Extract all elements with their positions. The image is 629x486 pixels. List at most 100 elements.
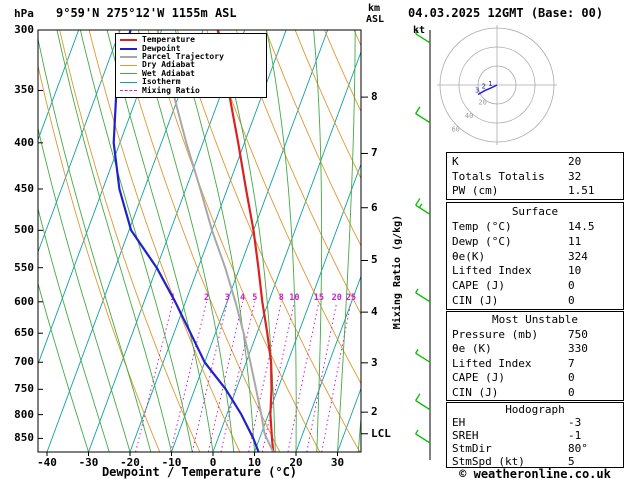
hodograph-indices-box: Hodograph EH -3 SREH -1 StmDir 80° StmSpd (… xyxy=(446,402,624,468)
mixing-ratio-label: 3 xyxy=(225,293,230,303)
table-row: CAPE (J) 0 xyxy=(447,279,623,292)
legend-line-sample xyxy=(120,64,137,66)
box-title-text: Surface xyxy=(511,204,559,218)
km-tick-label: 4 xyxy=(371,305,378,319)
isotherm-line xyxy=(254,162,361,452)
table-row: Temp (°C) 14.5 xyxy=(447,220,623,233)
lcl-label: LCL xyxy=(371,426,391,440)
isotherm-line xyxy=(38,30,163,366)
wet-adiabat-line xyxy=(106,30,214,452)
table-row: StmDir 80° xyxy=(447,442,623,455)
wet-adiabat-line xyxy=(38,126,131,452)
plot-area: 1 2 3 4 5 8 10 15 20 25 xyxy=(38,30,361,452)
table-row: Totals Totalis 32 xyxy=(447,170,623,183)
row-label: Lifted Index xyxy=(452,356,532,370)
mixing-ratio-line xyxy=(306,301,338,452)
row-label: Temp (°C) xyxy=(452,219,512,233)
temperature-tick-label: -40 xyxy=(37,456,57,469)
legend-line-sample xyxy=(120,73,137,75)
legend-item-label: Isotherm xyxy=(142,77,181,87)
wind-barb-full xyxy=(415,106,421,114)
row-label: PW (cm) xyxy=(452,184,499,198)
most-unstable-indices-box: Most Unstable Pressure (mb) 750 θe (K) 330… xyxy=(446,311,624,401)
wind-barb-half xyxy=(415,29,419,35)
legend-item: Parcel Trajectory xyxy=(120,51,262,61)
mixing-ratio-line xyxy=(261,301,295,452)
row-label: Pressure (mb) xyxy=(452,327,539,341)
row-value: 14.5 xyxy=(568,219,595,233)
km-tick-label: 5 xyxy=(371,253,378,267)
km-tick-label: 8 xyxy=(371,90,378,104)
temperature-tick-label: -20 xyxy=(120,456,140,469)
row-label: CAPE (J) xyxy=(452,371,505,385)
mixing-ratio-line xyxy=(135,301,174,452)
pressure-tick-label: 750 xyxy=(14,382,34,396)
table-row: θe (K) 330 xyxy=(447,342,623,355)
row-value: 80° xyxy=(568,442,588,455)
row-value: 330 xyxy=(568,342,588,356)
pressure-tick-label: 500 xyxy=(14,223,34,237)
hodograph-ring-label: 20 xyxy=(478,98,486,106)
legend-item: Dry Adiabat xyxy=(120,61,262,69)
row-value: 0 xyxy=(568,294,575,308)
row-label: CAPE (J) xyxy=(452,279,505,293)
temperature-tick-label: -10 xyxy=(161,456,182,469)
hodograph-ring xyxy=(458,46,536,124)
legend-item-label: Mixing Ratio xyxy=(142,85,200,95)
hodograph-ring xyxy=(439,27,555,143)
legend-item-label: Wet Adiabat xyxy=(142,68,195,78)
legend-line-sample xyxy=(120,47,137,50)
table-row: StmSpd (kt) 5 xyxy=(447,455,623,468)
isotherm-line xyxy=(38,30,121,254)
dry-adiabat-line xyxy=(176,30,361,452)
plot-border xyxy=(37,29,362,453)
row-label: Lifted Index xyxy=(452,264,532,278)
row-label: StmDir xyxy=(452,442,492,455)
box-title-text: Most Unstable xyxy=(491,313,579,327)
pressure-tick-label: 550 xyxy=(14,260,34,274)
hodograph-ring xyxy=(477,65,517,105)
isotherm-line xyxy=(88,30,246,452)
legend-item-label: Dry Adiabat xyxy=(142,60,195,70)
wet-adiabat-line xyxy=(79,30,193,452)
pressure-tick-label: 450 xyxy=(14,182,34,195)
wet-adiabat-line xyxy=(38,36,152,452)
pressure-tick-label: 700 xyxy=(14,355,34,369)
table-row: PW (cm) 1.51 xyxy=(447,184,623,197)
wet-adiabat-line xyxy=(218,30,276,452)
wind-barb-full xyxy=(415,198,421,206)
station-title: 9°59'N 275°12'W 1155m ASL xyxy=(56,6,237,20)
mixing-ratio-line xyxy=(321,301,352,452)
hodograph-ring-label: 60 xyxy=(451,125,459,133)
temperature-curve xyxy=(216,30,275,452)
table-row: EH -3 xyxy=(447,416,623,429)
legend-item-label: Parcel Trajectory xyxy=(142,51,224,61)
km-axis-label: km xyxy=(368,3,381,14)
wind-barb-staff xyxy=(415,352,431,363)
dry-adiabat-line xyxy=(265,30,361,247)
legend-item: Temperature xyxy=(120,36,262,44)
wind-barb-full xyxy=(415,393,421,401)
mixing-ratio-label: 2 xyxy=(204,293,209,303)
wind-barb-staff xyxy=(415,433,431,444)
table-row: Lifted Index 7 xyxy=(447,357,623,370)
legend-line-sample xyxy=(120,90,137,92)
pressure-tick-label: 400 xyxy=(14,135,34,149)
table-row: CIN (J) 0 xyxy=(447,386,623,399)
wind-barb-staff xyxy=(415,400,431,411)
mixing-ratio-label: 25 xyxy=(346,293,356,303)
row-label: θe(K) xyxy=(452,249,486,263)
row-label: CIN (J) xyxy=(452,385,499,399)
wet-adiabat-line xyxy=(266,30,297,452)
dewpoint-curve xyxy=(112,30,260,452)
wet-adiabat-line xyxy=(174,30,255,452)
row-label: CIN (J) xyxy=(452,294,499,308)
temperature-tick-label: 20 xyxy=(289,456,303,469)
wet-adiabat-line xyxy=(313,30,323,452)
row-label: SREH xyxy=(452,429,479,442)
table-row: CAPE (J) 0 xyxy=(447,371,623,384)
row-label: StmSpd (kt) xyxy=(452,455,525,468)
wind-barb-half xyxy=(415,288,419,294)
